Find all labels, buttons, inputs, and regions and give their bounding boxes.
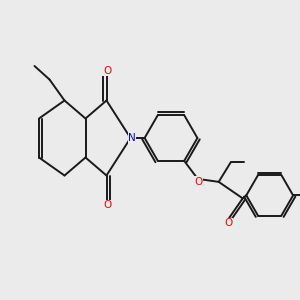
Text: O: O [103,200,111,211]
Text: O: O [194,177,202,187]
Text: O: O [224,218,233,228]
Text: O: O [103,65,111,76]
Text: N: N [128,133,136,143]
